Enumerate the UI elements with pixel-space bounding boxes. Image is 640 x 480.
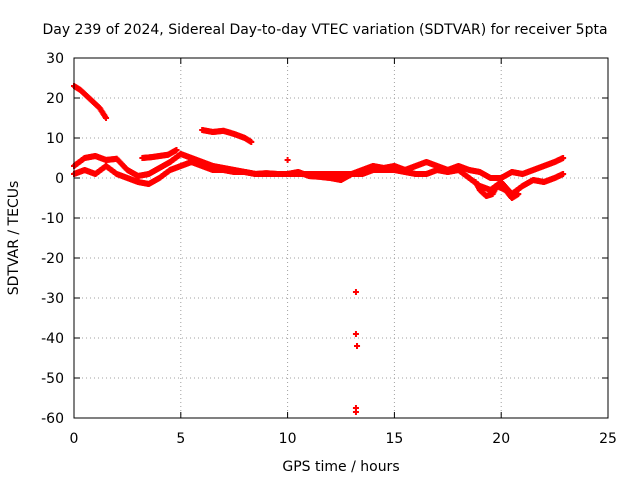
series-hump-early: [139, 147, 180, 161]
y-tick-label: -50: [41, 371, 64, 387]
data-points: [71, 83, 567, 415]
x-tick-label: 10: [279, 431, 297, 447]
data-point: [560, 171, 567, 177]
x-tick-label: 5: [176, 431, 185, 447]
data-point: [354, 343, 361, 349]
data-point: [173, 147, 180, 153]
data-point: [248, 139, 255, 145]
chart-grid: [74, 58, 608, 418]
series-second-band: [71, 159, 567, 197]
data-point: [515, 191, 522, 197]
series-isolated: [284, 157, 361, 415]
data-point: [284, 157, 291, 163]
data-point: [352, 289, 359, 295]
y-tick-label: -40: [41, 331, 64, 347]
series-upper-early: [71, 83, 110, 121]
y-tick-label: -10: [41, 211, 64, 227]
data-point: [352, 409, 359, 415]
data-point: [103, 115, 110, 121]
y-tick-label: 30: [46, 51, 64, 67]
y-tick-label: 20: [46, 91, 64, 107]
series-dip-late: [472, 179, 522, 201]
series-upper-mid: [199, 127, 255, 145]
y-tick-label: -60: [41, 411, 64, 427]
x-tick-label: 25: [599, 431, 617, 447]
data-point: [352, 331, 359, 337]
y-tick-label: 0: [55, 171, 64, 187]
chart-title: Day 239 of 2024, Sidereal Day-to-day VTE…: [42, 22, 607, 38]
y-tick-label: 10: [46, 131, 64, 147]
y-tick-label: -20: [41, 251, 64, 267]
x-tick-label: 0: [70, 431, 79, 447]
x-tick-label: 20: [492, 431, 510, 447]
x-axis-label: GPS time / hours: [282, 459, 399, 475]
x-tick-label: 15: [385, 431, 403, 447]
y-tick-label: -30: [41, 291, 64, 307]
y-axis-label: SDTVAR / TECUs: [6, 181, 22, 296]
plot-frame: [73, 57, 609, 419]
data-point: [560, 155, 567, 161]
axis-ticks: 0 5 10 15 20 25 -60 -50 -40 -30 -20 -10 0 10 20 30: [41, 51, 617, 447]
